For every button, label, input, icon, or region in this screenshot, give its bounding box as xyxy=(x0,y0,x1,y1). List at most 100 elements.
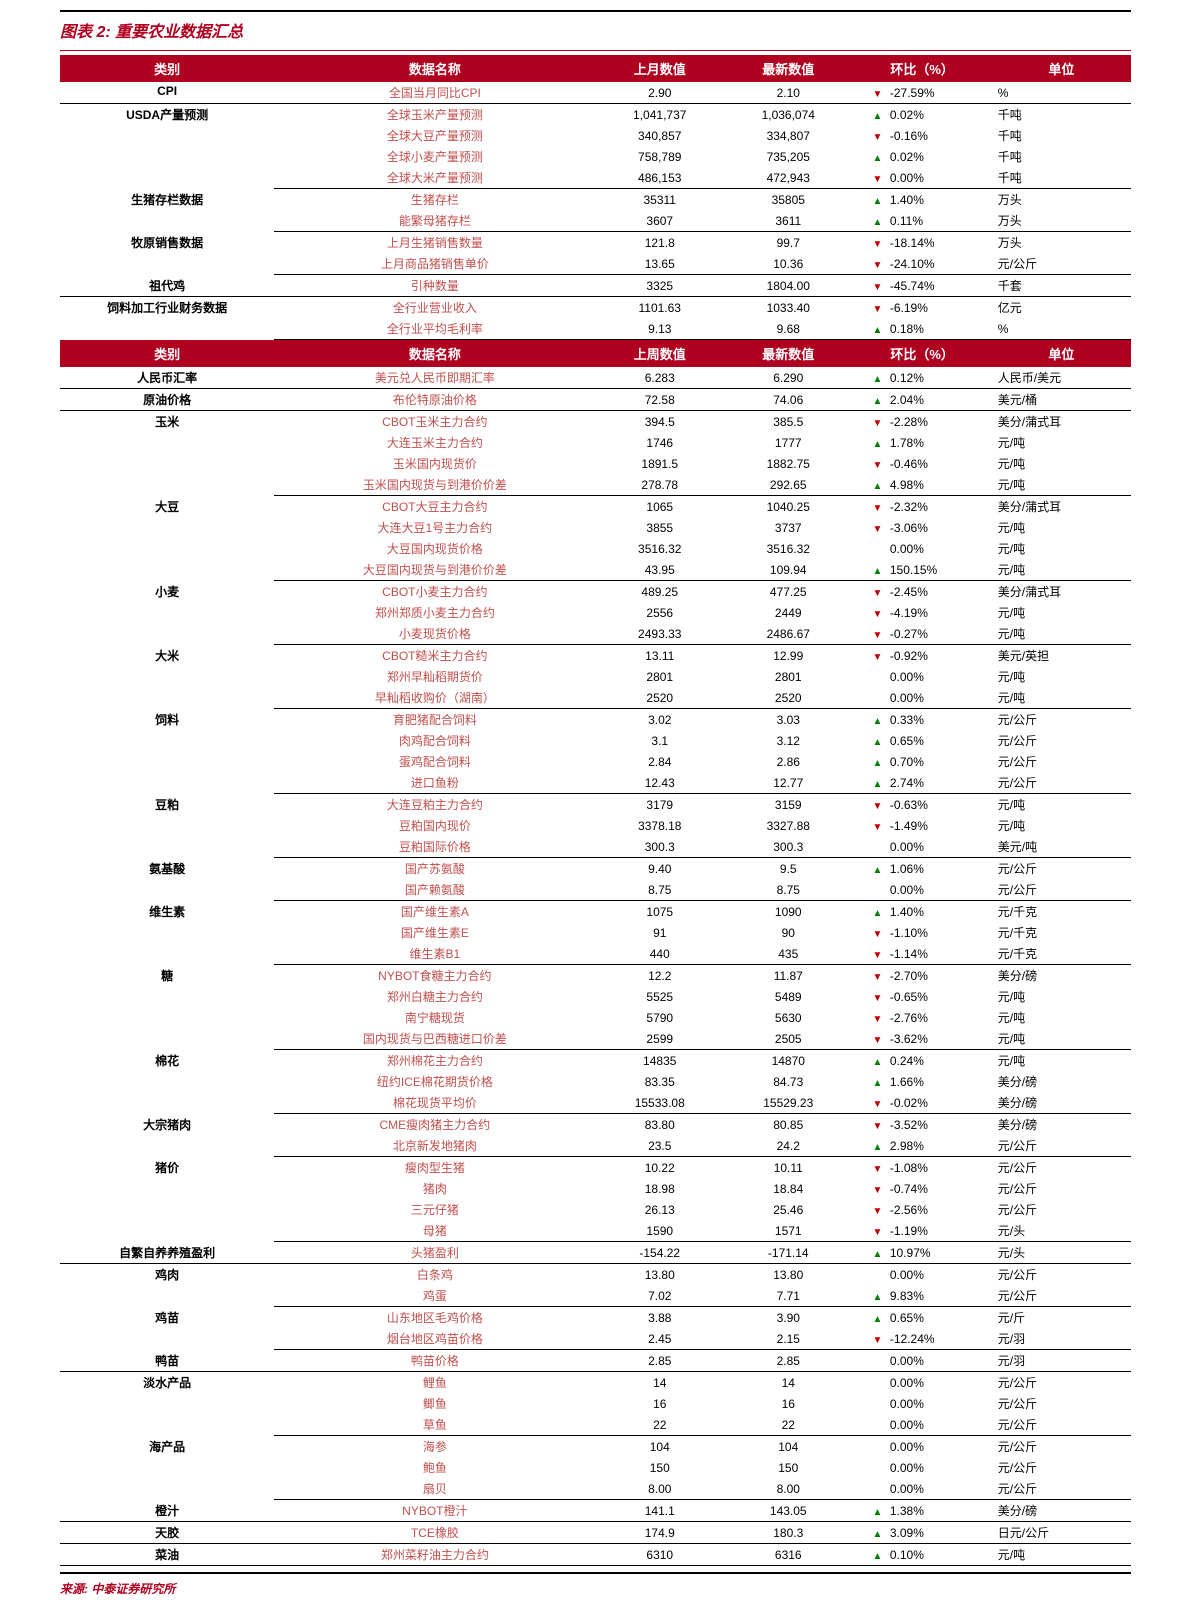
unit-cell: 美元/吨 xyxy=(992,836,1131,858)
category-cell: 棉花 xyxy=(60,1050,274,1114)
prev-value-cell: 18.98 xyxy=(595,1178,724,1199)
unit-cell: 美元/桶 xyxy=(992,389,1131,411)
change-cell: ▼ 0.00% xyxy=(853,167,992,189)
latest-value-cell: 3327.88 xyxy=(724,815,853,836)
data-name-cell: 纽约ICE棉花期货价格 xyxy=(274,1071,595,1092)
unit-cell: 元/吨 xyxy=(992,559,1131,581)
unit-cell: 日元/公斤 xyxy=(992,1522,1131,1544)
change-cell: ▲ 2.74% xyxy=(853,772,992,794)
category-cell: 大宗猪肉 xyxy=(60,1114,274,1157)
chart-title-bar: 图表 2: 重要农业数据汇总 xyxy=(60,10,1131,51)
unit-cell: 元/千克 xyxy=(992,943,1131,965)
latest-value-cell: 2801 xyxy=(724,666,853,687)
prev-value-cell: 23.5 xyxy=(595,1135,724,1157)
col-header: 数据名称 xyxy=(274,55,595,82)
table-row: 橙汁NYBOT橙汁141.1143.05▲ 1.38%美分/磅 xyxy=(60,1500,1131,1522)
data-name-cell: 南宁糖现货 xyxy=(274,1007,595,1028)
change-cell: ▼ -2.28% xyxy=(853,411,992,433)
latest-value-cell: 35805 xyxy=(724,189,853,211)
change-cell: ▲ 150.15% xyxy=(853,559,992,581)
data-name-cell: 国产苏氨酸 xyxy=(274,858,595,880)
data-name-cell: 烟台地区鸡苗价格 xyxy=(274,1328,595,1350)
latest-value-cell: 10.11 xyxy=(724,1157,853,1179)
data-name-cell: 郑州白糖主力合约 xyxy=(274,986,595,1007)
category-cell: 菜油 xyxy=(60,1544,274,1566)
unit-cell: 元/吨 xyxy=(992,815,1131,836)
unit-cell: 元/公斤 xyxy=(992,879,1131,901)
unit-cell: 元/公斤 xyxy=(992,1178,1131,1199)
data-name-cell: 大连豆粕主力合约 xyxy=(274,794,595,816)
data-name-cell: 鸡蛋 xyxy=(274,1285,595,1307)
data-name-cell: 进口鱼粉 xyxy=(274,772,595,794)
prev-value-cell: 3325 xyxy=(595,275,724,297)
change-cell: 0.00% xyxy=(853,538,992,559)
latest-value-cell: 16 xyxy=(724,1393,853,1414)
prev-value-cell: 3.02 xyxy=(595,709,724,731)
category-cell: 橙汁 xyxy=(60,1500,274,1522)
change-cell: 0.00% xyxy=(853,836,992,858)
prev-value-cell: 13.65 xyxy=(595,253,724,275)
latest-value-cell: 1033.40 xyxy=(724,297,853,319)
latest-value-cell: 80.85 xyxy=(724,1114,853,1136)
prev-value-cell: 758,789 xyxy=(595,146,724,167)
col-header: 类别 xyxy=(60,55,274,82)
prev-value-cell: 2.84 xyxy=(595,751,724,772)
prev-value-cell: 2.85 xyxy=(595,1350,724,1372)
latest-value-cell: 2486.67 xyxy=(724,623,853,645)
unit-cell: 元/吨 xyxy=(992,794,1131,816)
data-name-cell: 鸭苗价格 xyxy=(274,1350,595,1372)
category-cell: 鸡肉 xyxy=(60,1264,274,1307)
change-cell: ▼ -3.62% xyxy=(853,1028,992,1050)
latest-value-cell: 5489 xyxy=(724,986,853,1007)
latest-value-cell: 22 xyxy=(724,1414,853,1436)
change-cell: ▼ -6.19% xyxy=(853,297,992,319)
latest-value-cell: 74.06 xyxy=(724,389,853,411)
prev-value-cell: 300.3 xyxy=(595,836,724,858)
category-cell: 鸡苗 xyxy=(60,1307,274,1350)
latest-value-cell: 7.71 xyxy=(724,1285,853,1307)
latest-value-cell: 13.80 xyxy=(724,1264,853,1286)
latest-value-cell: 9.5 xyxy=(724,858,853,880)
col-header: 上周数值 xyxy=(595,340,724,368)
change-cell: ▲ 0.02% xyxy=(853,146,992,167)
unit-cell: 元/公斤 xyxy=(992,1414,1131,1436)
unit-cell: 元/吨 xyxy=(992,687,1131,709)
latest-value-cell: 180.3 xyxy=(724,1522,853,1544)
change-cell: 0.00% xyxy=(853,1436,992,1458)
prev-value-cell: 2801 xyxy=(595,666,724,687)
prev-value-cell: 13.80 xyxy=(595,1264,724,1286)
latest-value-cell: 90 xyxy=(724,922,853,943)
prev-value-cell: 1101.63 xyxy=(595,297,724,319)
change-cell: ▲ 1.40% xyxy=(853,901,992,923)
category-cell: 豆粕 xyxy=(60,794,274,858)
data-name-cell: 布伦特原油价格 xyxy=(274,389,595,411)
prev-value-cell: 489.25 xyxy=(595,581,724,603)
data-name-cell: 全行业营业收入 xyxy=(274,297,595,319)
change-cell: ▼ -24.10% xyxy=(853,253,992,275)
latest-value-cell: 84.73 xyxy=(724,1071,853,1092)
prev-value-cell: 9.13 xyxy=(595,318,724,340)
latest-value-cell: 2.15 xyxy=(724,1328,853,1350)
prev-value-cell: 2.45 xyxy=(595,1328,724,1350)
data-name-cell: 郑州菜籽油主力合约 xyxy=(274,1544,595,1566)
category-cell: 大米 xyxy=(60,645,274,709)
change-cell: ▲ 10.97% xyxy=(853,1242,992,1264)
category-cell: 饲料加工行业财务数据 xyxy=(60,297,274,340)
prev-value-cell: 2520 xyxy=(595,687,724,709)
data-name-cell: 育肥猪配合饲料 xyxy=(274,709,595,731)
change-cell: ▼ -2.45% xyxy=(853,581,992,603)
prev-value-cell: 12.2 xyxy=(595,965,724,987)
unit-cell: 元/公斤 xyxy=(992,1135,1131,1157)
latest-value-cell: 18.84 xyxy=(724,1178,853,1199)
change-cell: ▼ -12.24% xyxy=(853,1328,992,1350)
latest-value-cell: 2505 xyxy=(724,1028,853,1050)
prev-value-cell: 14 xyxy=(595,1372,724,1394)
table-row: 海产品海参104104 0.00%元/公斤 xyxy=(60,1436,1131,1458)
data-name-cell: 全球大米产量预测 xyxy=(274,167,595,189)
data-name-cell: 棉花现货平均价 xyxy=(274,1092,595,1114)
unit-cell: 元/吨 xyxy=(992,538,1131,559)
category-cell: 牧原销售数据 xyxy=(60,232,274,275)
col-header: 单位 xyxy=(992,340,1131,368)
latest-value-cell: 1777 xyxy=(724,432,853,453)
unit-cell: 元/公斤 xyxy=(992,751,1131,772)
